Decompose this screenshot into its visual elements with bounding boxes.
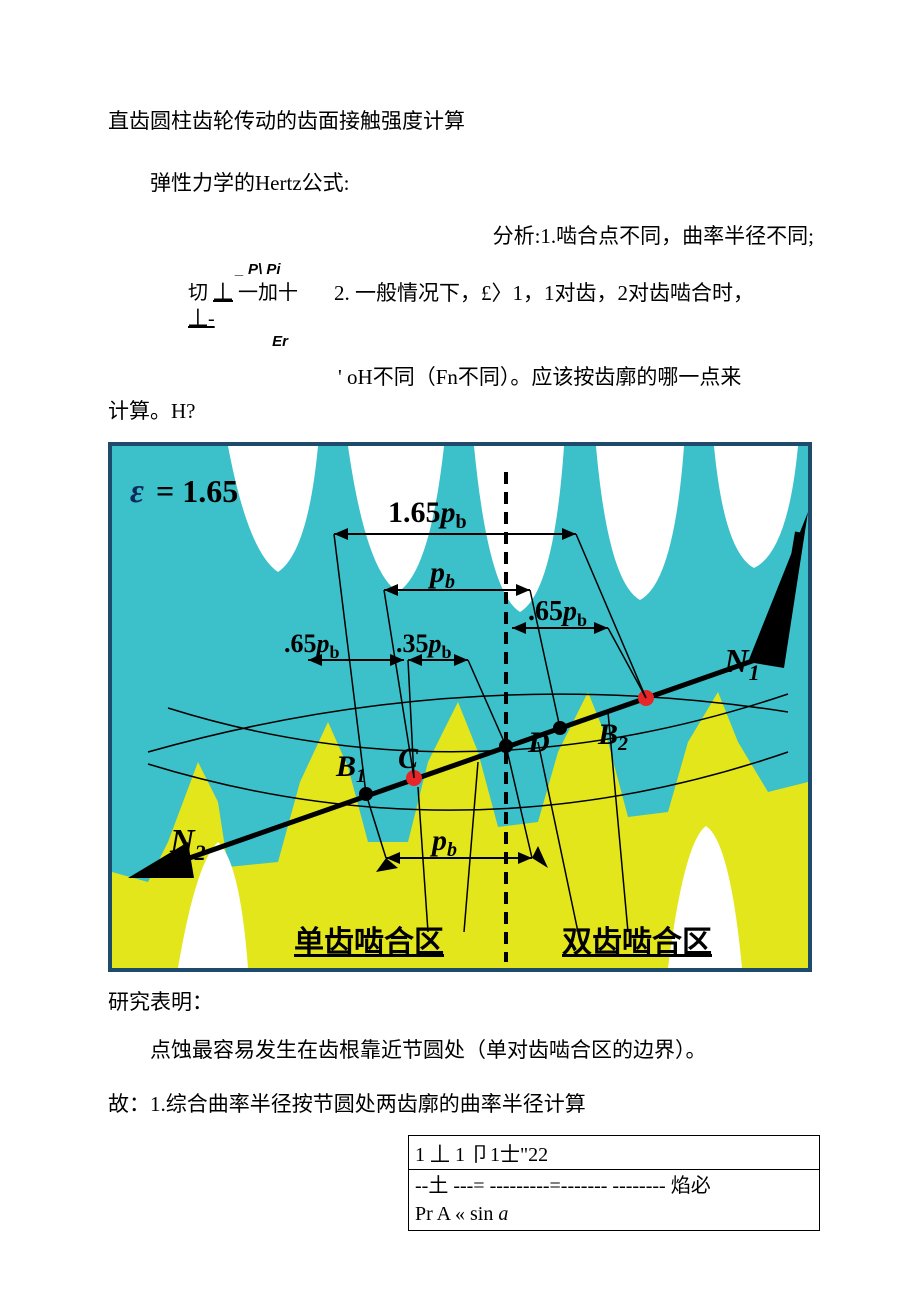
table-row-2a: --土 ---= ---------=------- -------- 焰必 (415, 1172, 811, 1200)
formula-bot: Er (232, 332, 328, 352)
label-single-zone: 单齿啮合区 (294, 925, 444, 959)
formula-mid-prefix: 切 (188, 282, 208, 304)
table-row-2b: Pr A « sin (415, 1203, 498, 1225)
hertz-intro: 弹性力学的Hertz公式: (108, 167, 820, 201)
label-eq: = 1.65 (156, 473, 238, 509)
table-row-1: 1 丄 1 卩1士"22 (409, 1136, 819, 1170)
equation-table: 1 丄 1 卩1士"22 --土 ---= ---------=------- … (408, 1135, 820, 1231)
gear-mesh-diagram: ε = 1.65 1.65pb pb .65pb .35pb .65pb pb … (108, 442, 812, 972)
table-row-2b-it: a (498, 1203, 508, 1225)
formula-mid-t1: 一加十 (238, 282, 298, 304)
therefore-line: 故：1.综合曲率半径按节圆处两齿廓的曲率半径计算 (108, 1088, 820, 1122)
formula-tail: 2. 一般情况下，£〉1，1对齿，2对齿啮合时， (334, 260, 754, 310)
analysis-line-oh: ' oH不同（Fn不同）。应该按齿廓的哪一点来 (338, 361, 820, 395)
label-165pb: 1.65pb (388, 496, 467, 533)
label-double-zone: 双齿啮合区 (562, 925, 712, 959)
formula-top: _ P\ Pi (188, 260, 328, 280)
formula-mid-u1: 丄 (213, 282, 233, 304)
analysis-line-calc: 计算。H? (108, 395, 820, 429)
label-epsilon: ε (130, 473, 144, 510)
label-d: D (527, 726, 550, 759)
research-heading: 研究表明： (108, 986, 820, 1020)
formula-mid-u2: 丄- (188, 308, 215, 330)
label-c: C (398, 742, 419, 775)
formula-block: _ P\ Pi 切 丄 一加十 丄- Er 2. 一般情况下，£〉1，1对齿，2… (108, 260, 820, 351)
table-row-2: --土 ---= ---------=------- -------- 焰必 P… (409, 1170, 819, 1230)
page-title: 直齿圆柱齿轮传动的齿面接触强度计算 (108, 105, 820, 139)
pitting-line: 点蚀最容易发生在齿根靠近节圆处（单对齿啮合区的边界）。 (108, 1034, 820, 1068)
analysis-line-1: 分析:1.啮合点不同，曲率半径不同; (108, 220, 814, 250)
